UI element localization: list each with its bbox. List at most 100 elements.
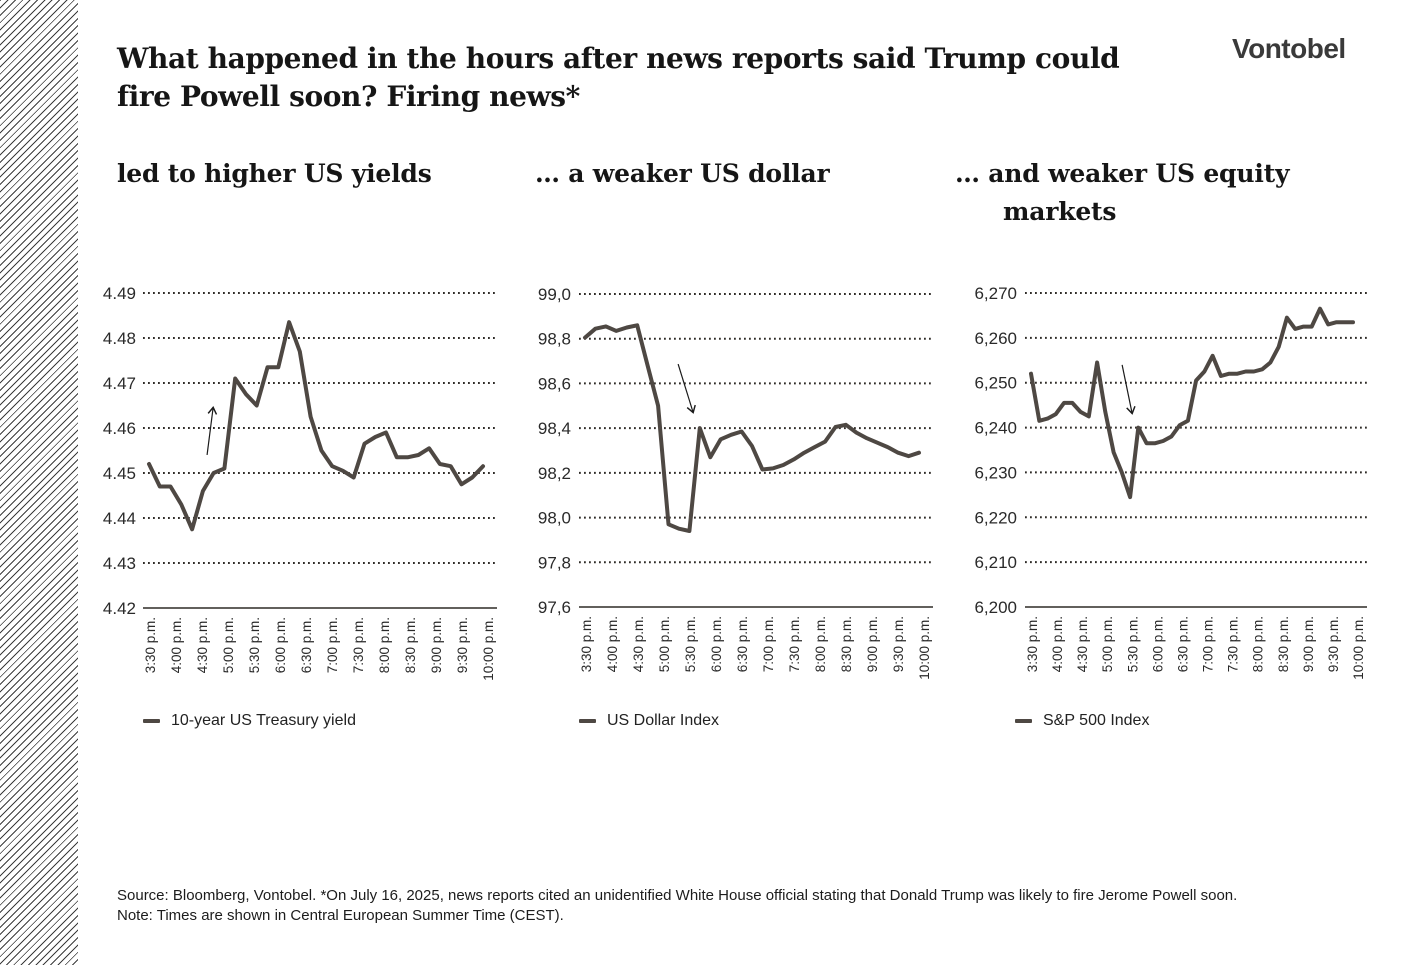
x-tick-label: 6:00 p.m. (273, 617, 288, 673)
x-axis: 3:30 p.m. 4:00 p.m. 4:30 p.m. 5:00 p.m. 5:30… (579, 616, 932, 680)
sp500-chart: 6,270 6,260 6,250 6,240 6,230 6,220 6,210 6,200… (974, 284, 1367, 680)
x-tick-label: 8:30 p.m. (839, 616, 854, 672)
x-tick-label: 8:00 p.m. (813, 616, 828, 672)
x-axis: 3:30 p.m. 4:00 p.m. 4:30 p.m. 5:00 p.m. 5:30… (1025, 616, 1366, 680)
diagonal-stripes-decoration (0, 0, 78, 965)
x-tick-label: 10:00 p.m. (1351, 616, 1366, 680)
chart-subtitle-dollar: … a weaker US dollar (535, 159, 830, 188)
x-tick-label: 5:00 p.m. (1100, 616, 1115, 672)
x-tick-label: 9:30 p.m. (891, 616, 906, 672)
legend-line-marker (579, 718, 596, 724)
x-tick-label: 4:30 p.m. (1075, 616, 1090, 672)
x-tick-label: 7:00 p.m. (1201, 616, 1216, 672)
x-tick-label: 4:00 p.m. (605, 616, 620, 672)
x-tick-label: 4:00 p.m. (1050, 616, 1065, 672)
vontobel-logo: Vontobel (1232, 33, 1346, 64)
x-axis: 3:30 p.m. 4:00 p.m. 4:30 p.m. 5:00 p.m. 5:30… (143, 617, 496, 681)
y-tick-label: 6,210 (974, 553, 1017, 572)
y-tick-label: 98,2 (538, 464, 571, 483)
x-tick-label: 10:00 p.m. (481, 617, 496, 681)
y-tick-label: 6,270 (974, 284, 1017, 303)
legend-label: 10-year US Treasury yield (171, 712, 356, 729)
down-arrow-annotation (1121, 364, 1136, 415)
x-tick-label: 7:00 p.m. (761, 616, 776, 672)
y-tick-label: 98,4 (538, 419, 571, 438)
chart-subtitle-equities: … and weaker US equity markets (955, 155, 1289, 231)
dollar-index-chart: 99,0 98,8 98,6 98,4 98,2 98,0 97,8 97,6 3:30 p.m… (538, 285, 933, 680)
x-tick-label: 9:00 p.m. (429, 617, 444, 673)
y-tick-label: 98,8 (538, 330, 571, 349)
chart-subtitle-yields: led to higher US yields (117, 159, 432, 188)
x-tick-label: 3:30 p.m. (579, 616, 594, 672)
x-tick-label: 5:30 p.m. (683, 616, 698, 672)
chart-subtitle-equities-line-1: … and weaker US equity (955, 159, 1290, 188)
y-tick-label: 6,260 (974, 329, 1017, 348)
series-line (1029, 306, 1355, 500)
x-tick-label: 9:30 p.m. (1326, 616, 1341, 672)
y-tick-label: 6,240 (974, 419, 1017, 438)
series-line (583, 323, 921, 533)
y-tick-label: 4.47 (103, 374, 136, 393)
x-tick-label: 6:30 p.m. (299, 617, 314, 673)
x-tick-label: 9:00 p.m. (1301, 616, 1316, 672)
legend-label: S&P 500 Index (1043, 712, 1150, 729)
y-tick-label: 6,230 (974, 463, 1017, 482)
legend-treasury-yield: 10-year US Treasury yield (143, 712, 356, 730)
y-tick-label: 4.46 (103, 419, 136, 438)
x-tick-label: 6:30 p.m. (1175, 616, 1190, 672)
y-axis: 99,0 98,8 98,6 98,4 98,2 98,0 97,8 97,6 (538, 285, 933, 617)
x-tick-label: 5:30 p.m. (247, 617, 262, 673)
y-tick-label: 97,8 (538, 553, 571, 572)
y-tick-label: 97,6 (538, 598, 571, 617)
y-tick-label: 4.49 (103, 284, 136, 303)
note-line: Note: Times are shown in Central Europea… (117, 906, 564, 924)
y-tick-label: 4.48 (103, 329, 136, 348)
x-tick-label: 3:30 p.m. (143, 617, 158, 673)
y-tick-label: 6,250 (974, 374, 1017, 393)
source-line: Source: Bloomberg, Vontobel. *On July 16… (117, 887, 1238, 904)
x-tick-label: 7:30 p.m. (1226, 616, 1241, 672)
series-line (147, 320, 485, 532)
x-tick-label: 5:30 p.m. (1125, 616, 1140, 672)
x-tick-label: 6:00 p.m. (709, 616, 724, 672)
x-tick-label: 8:00 p.m. (1251, 616, 1266, 672)
x-tick-label: 8:30 p.m. (403, 617, 418, 673)
y-tick-label: 6,200 (974, 598, 1017, 617)
x-tick-label: 4:30 p.m. (195, 617, 210, 673)
x-tick-label: 9:30 p.m. (455, 617, 470, 673)
x-tick-label: 6:00 p.m. (1150, 616, 1165, 672)
y-tick-label: 6,220 (974, 508, 1017, 527)
x-tick-label: 4:00 p.m. (169, 617, 184, 673)
x-tick-label: 3:30 p.m. (1025, 616, 1040, 672)
y-tick-label: 4.44 (103, 509, 136, 528)
y-tick-label: 98,0 (538, 509, 571, 528)
treasury-yield-chart: 4.49 4.48 4.47 4.46 4.45 4.44 4.43 4.42 3:30 p.m… (103, 284, 497, 681)
y-tick-label: 4.43 (103, 554, 136, 573)
y-axis: 6,270 6,260 6,250 6,240 6,230 6,220 6,210 6,200 (974, 284, 1367, 617)
x-tick-label: 4:30 p.m. (631, 616, 646, 672)
y-tick-label: 99,0 (538, 285, 571, 304)
down-arrow-annotation (677, 363, 696, 414)
page-title-line-1: What happened in the hours after news re… (117, 42, 1120, 75)
x-tick-label: 6:30 p.m. (735, 616, 750, 672)
x-tick-label: 8:30 p.m. (1276, 616, 1291, 672)
up-arrow-annotation (206, 406, 218, 455)
y-tick-label: 4.42 (103, 599, 136, 618)
page-title: What happened in the hours after news re… (117, 40, 1120, 116)
x-tick-label: 9:00 p.m. (865, 616, 880, 672)
x-tick-label: 7:00 p.m. (325, 617, 340, 673)
page-title-line-2: fire Powell soon? Firing news* (117, 80, 580, 113)
x-tick-label: 8:00 p.m. (377, 617, 392, 673)
x-tick-label: 5:00 p.m. (221, 617, 236, 673)
x-tick-label: 10:00 p.m. (917, 616, 932, 680)
source-note: Source: Bloomberg, Vontobel. *On July 16… (117, 886, 1237, 925)
chart-subtitle-equities-line-2: markets (1003, 197, 1117, 226)
y-tick-label: 98,6 (538, 374, 571, 393)
legend-line-marker (143, 718, 160, 724)
legend-dollar-index: US Dollar Index (579, 712, 719, 730)
legend-line-marker (1015, 718, 1032, 724)
y-axis: 4.49 4.48 4.47 4.46 4.45 4.44 4.43 4.42 (103, 284, 497, 618)
y-tick-label: 4.45 (103, 464, 136, 483)
legend-label: US Dollar Index (607, 712, 720, 729)
x-tick-label: 5:00 p.m. (657, 616, 672, 672)
